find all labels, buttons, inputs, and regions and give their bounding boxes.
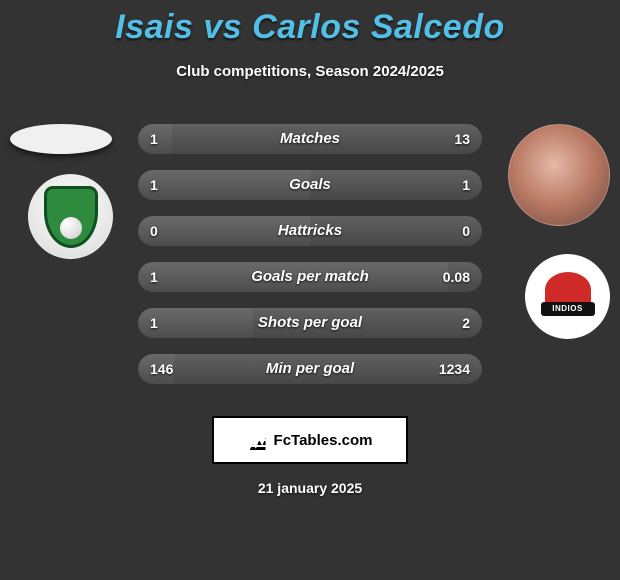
comparison-area: INDIOS Matches113Goals11Hattricks00Goals… bbox=[0, 114, 620, 404]
stat-value-right: 13 bbox=[454, 124, 470, 154]
leon-shield-icon bbox=[44, 186, 98, 248]
player-left-avatar bbox=[10, 124, 112, 154]
stat-value-right: 1 bbox=[462, 170, 470, 200]
stat-bars: Matches113Goals11Hattricks00Goals per ma… bbox=[138, 124, 482, 400]
indios-band-text: INDIOS bbox=[541, 302, 595, 316]
player-right-avatar bbox=[508, 124, 610, 226]
source-brand-text: FcTables.com bbox=[274, 432, 373, 449]
stat-label: Goals bbox=[138, 170, 482, 200]
player-right-club-badge: INDIOS bbox=[525, 254, 610, 339]
stat-value-right: 2 bbox=[462, 308, 470, 338]
stat-value-right: 1234 bbox=[439, 354, 470, 384]
competition-subline: Club competitions, Season 2024/2025 bbox=[0, 63, 620, 80]
indios-badge-icon: INDIOS bbox=[539, 268, 597, 326]
stat-label: Shots per goal bbox=[138, 308, 482, 338]
stat-row: Min per goal146 1234 bbox=[138, 354, 482, 384]
stat-value-left: 0 bbox=[150, 216, 158, 246]
stat-row: Shots per goal1 2 bbox=[138, 308, 482, 338]
stat-value-left: 1 bbox=[150, 124, 158, 154]
source-badge: FcTables.com bbox=[212, 416, 408, 464]
stat-label: Hattricks bbox=[138, 216, 482, 246]
fctables-logo-icon bbox=[248, 430, 268, 450]
stat-row: Hattricks0 0 bbox=[138, 216, 482, 246]
stat-row: Matches1 13 bbox=[138, 124, 482, 154]
stat-label: Matches bbox=[138, 124, 482, 154]
stat-value-left: 1 bbox=[150, 170, 158, 200]
stat-label: Min per goal bbox=[138, 354, 482, 384]
stat-value-left: 146 bbox=[150, 354, 173, 384]
soccer-ball-icon bbox=[60, 217, 82, 239]
stat-row: Goals per match1 0.08 bbox=[138, 262, 482, 292]
stat-value-left: 1 bbox=[150, 262, 158, 292]
stat-value-left: 1 bbox=[150, 308, 158, 338]
player-left-club-badge bbox=[28, 174, 113, 259]
snapshot-date: 21 january 2025 bbox=[0, 480, 620, 496]
stat-label: Goals per match bbox=[138, 262, 482, 292]
stat-value-right: 0 bbox=[462, 216, 470, 246]
stat-value-right: 0.08 bbox=[443, 262, 470, 292]
page-title: Isais vs Carlos Salcedo bbox=[0, 0, 620, 47]
stat-row: Goals1 1 bbox=[138, 170, 482, 200]
